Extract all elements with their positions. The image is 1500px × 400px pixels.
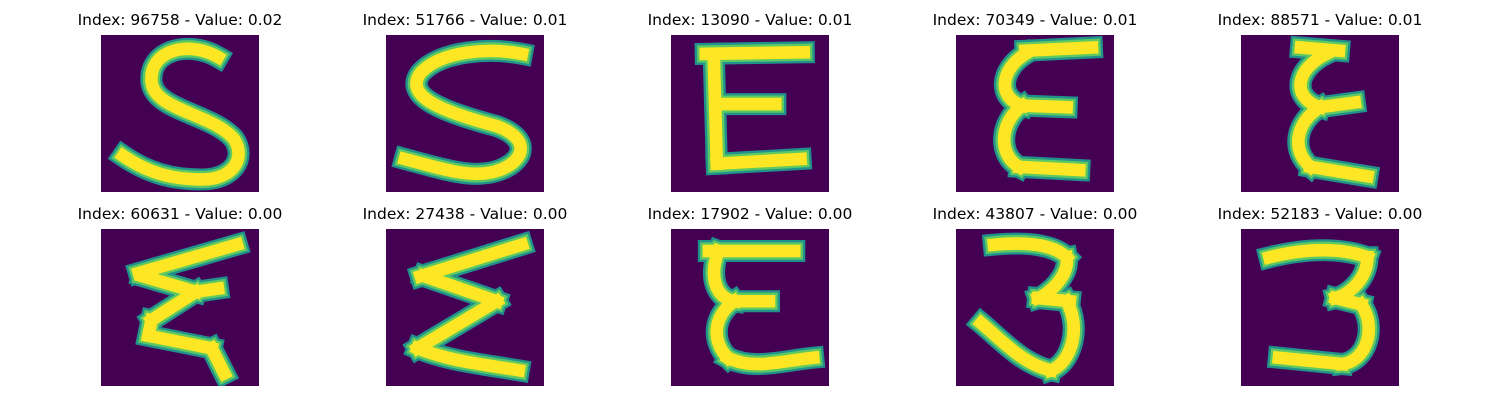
glyph-stroke-core <box>140 328 220 356</box>
glyph-stroke-core <box>203 339 233 382</box>
glyph-image <box>956 229 1114 386</box>
glyph-stroke-core <box>412 236 530 284</box>
glyph-stroke-core <box>1303 159 1375 184</box>
glyph-image <box>671 229 829 386</box>
handwritten-epsilon-icon <box>1241 35 1399 192</box>
glyph-stroke-core <box>1261 243 1376 266</box>
handwritten-5-icon <box>101 35 259 192</box>
glyph-image <box>1241 229 1399 386</box>
panel-title: Index: 70349 - Value: 0.01 <box>932 11 1138 29</box>
glyph-image <box>671 35 829 192</box>
glyph-stroke-core <box>1272 350 1350 371</box>
panel-title: Index: 27438 - Value: 0.00 <box>362 205 568 223</box>
glyph-stroke-core <box>1012 160 1086 177</box>
glyph-image <box>101 229 259 386</box>
handwritten-5-icon <box>386 35 544 192</box>
glyph-stroke-core <box>134 268 204 300</box>
glyph-stroke-core <box>1294 40 1346 58</box>
glyph-stroke-core <box>972 314 1059 378</box>
glyph-stroke-core <box>131 236 245 281</box>
glyph-stroke-core <box>1018 40 1099 58</box>
glyph-stroke-core <box>719 349 821 371</box>
glyph-stroke-core <box>710 152 808 171</box>
glyph-stroke-core <box>114 42 245 186</box>
panel-title: Index: 17902 - Value: 0.00 <box>647 205 853 223</box>
panel-title: Index: 88571 - Value: 0.01 <box>1217 11 1423 29</box>
panel-title: Index: 60631 - Value: 0.00 <box>77 205 283 223</box>
panel-title: Index: 96758 - Value: 0.02 <box>77 11 283 29</box>
handwritten-3-icon <box>956 229 1114 386</box>
panel-title: Index: 13090 - Value: 0.01 <box>647 11 853 29</box>
glyph-image <box>956 35 1114 192</box>
glyph-image <box>386 229 544 386</box>
glyph-stroke-core <box>397 44 530 181</box>
glyph-stroke-core <box>1017 99 1074 114</box>
panel-title: Index: 43807 - Value: 0.00 <box>932 205 1138 223</box>
glyph-stroke-core <box>408 292 506 357</box>
glyph-image <box>101 35 259 192</box>
glyph-stroke-core <box>409 340 526 378</box>
glyph-stroke-core <box>1294 45 1335 116</box>
glyph-stroke-core <box>699 45 811 61</box>
glyph-stroke-core <box>998 45 1035 114</box>
glyph-image <box>386 35 544 192</box>
handwritten-sigma-icon <box>386 229 544 386</box>
handwritten-epsilon-icon <box>956 35 1114 192</box>
panel-title: Index: 51766 - Value: 0.01 <box>362 11 568 29</box>
glyph-image <box>1241 35 1399 192</box>
handwritten-sigma-icon <box>101 229 259 386</box>
handwritten-E-icon <box>671 35 829 192</box>
panel-title: Index: 52183 - Value: 0.00 <box>1217 205 1423 223</box>
glyph-stroke-core <box>415 268 505 310</box>
glyph-stroke-core <box>1335 295 1376 372</box>
handwritten-3-icon <box>1241 229 1399 386</box>
handwritten-E-icon <box>671 229 829 386</box>
